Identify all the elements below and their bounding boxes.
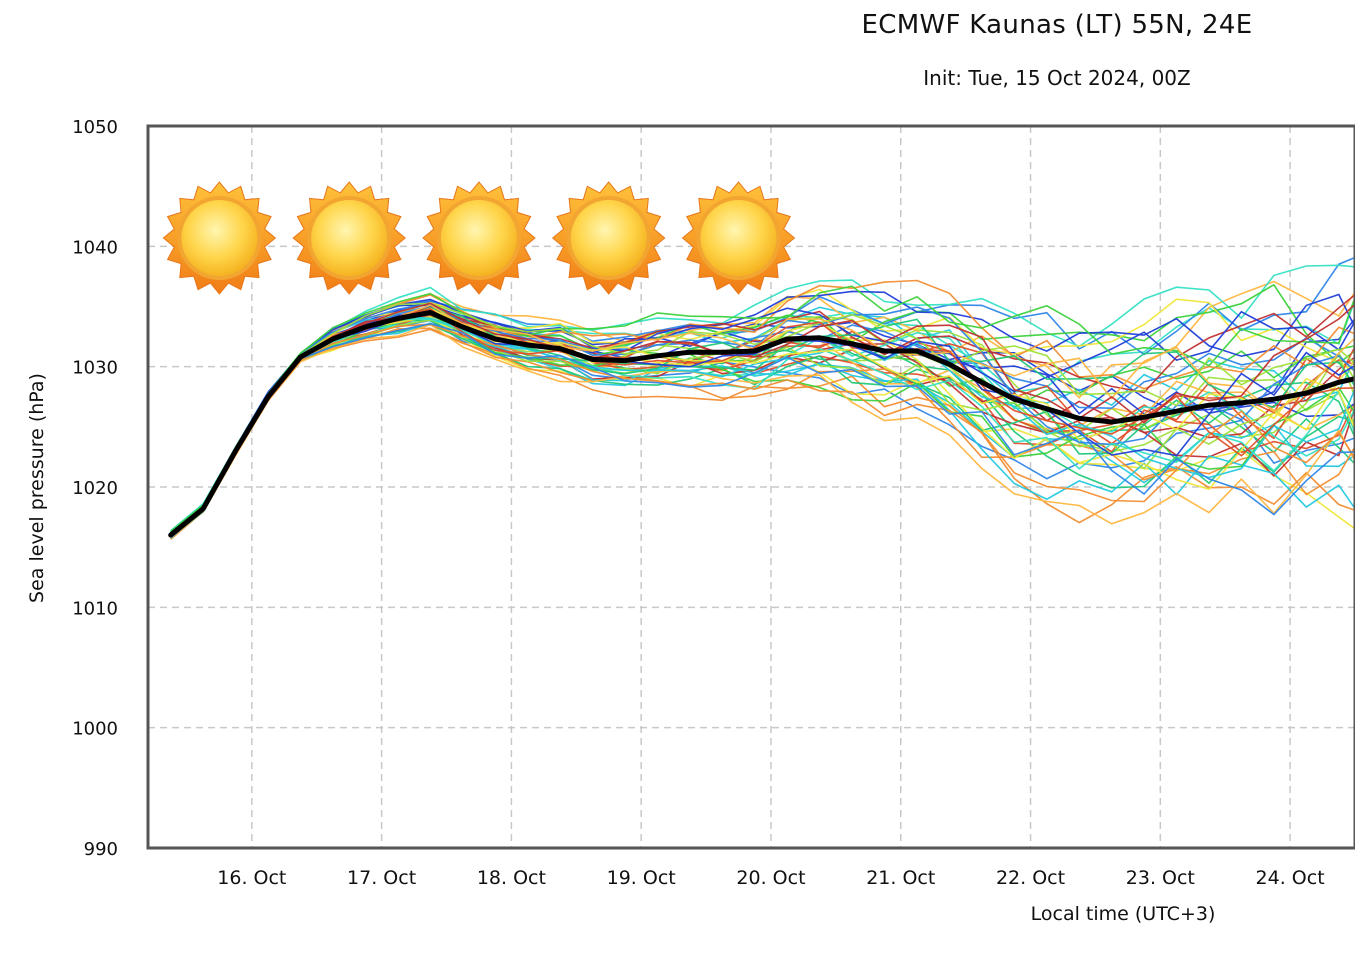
grid-layer [148,126,1355,848]
y-tick-label: 1040 [72,237,118,258]
x-tick-label: 18. Oct [477,867,546,889]
weather-icon-layer [162,181,796,295]
ensemble-member-line [170,264,1355,532]
ensemble-member-line [170,302,1355,537]
x-tick-label: 23. Oct [1126,867,1195,889]
x-tick-labels: 16. Oct 17. Oct 18. Oct 19. Oct 20. Oct 21. O… [217,867,1324,889]
control-series-line [168,310,1355,538]
y-axis-title: Sea level pressure (hPa) [26,373,48,603]
y-tick-label: 1030 [72,358,118,379]
x-tick-label: 24. Oct [1256,867,1325,889]
ensemble-member-line [170,328,1355,540]
x-tick-label: 20. Oct [736,867,805,889]
y-tick-label: 1050 [72,117,118,138]
x-tick-label: 21. Oct [866,867,935,889]
sun-icon [292,181,406,295]
sun-icon [162,181,277,295]
ensemble-member-line [170,302,1355,535]
ensemble-member-line [170,323,1355,538]
y-tick-labels: 990 1000 1010 1020 1030 1040 1050 [72,117,118,860]
sun-icon [551,181,666,295]
chart-title: ECMWF Kaunas (LT) 55N, 24E [861,10,1253,40]
chart-subtitle: Init: Tue, 15 Oct 2024, 00Z [923,66,1191,90]
sun-icon [681,181,796,295]
x-axis-title: Local time (UTC+3) [1031,903,1216,925]
y-tick-label: 990 [84,839,118,860]
main-series-layer [168,310,1355,538]
ensemble-member-line [170,322,1355,539]
ensemble-layer [170,256,1355,540]
ensemble-member-line [170,323,1355,539]
y-tick-label: 1010 [72,598,118,619]
plot-frame [146,124,1355,850]
x-tick-label: 19. Oct [607,867,676,889]
x-tick-label: 17. Oct [347,867,416,889]
y-tick-label: 1020 [72,478,118,499]
x-tick-label: 16. Oct [217,867,286,889]
y-tick-label: 1000 [72,719,118,740]
sun-icon [422,181,536,295]
ensemble-member-line [170,322,1355,539]
x-tick-label: 22. Oct [996,867,1065,889]
